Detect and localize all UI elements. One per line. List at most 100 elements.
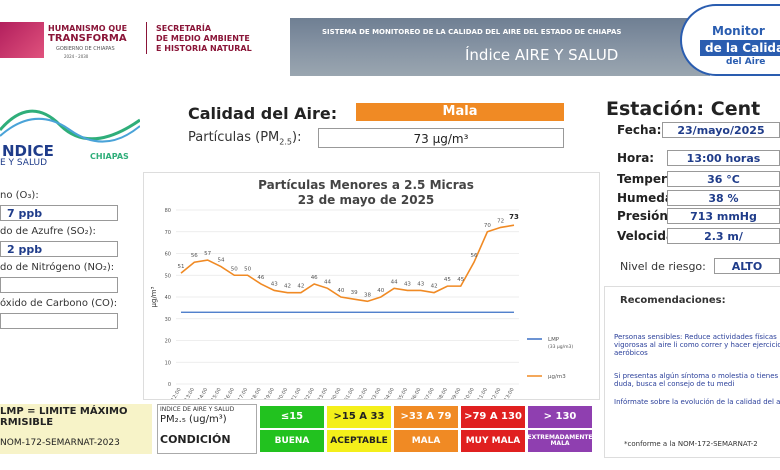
header-banner [290,18,710,76]
data-label: 43 [271,281,278,287]
chart-panel: Partículas Menores a 2.5 Micras 23 de may… [143,172,600,402]
gov-text: TRANSFORMA [48,33,127,44]
gov-text: 2024 - 2030 [64,54,89,59]
pollutant-value: 2 ppb [0,241,118,257]
data-label: 43 [417,281,424,287]
secretaria-line: SECRETARÍA [156,24,212,33]
x-tick-label: 09:00 [450,387,462,399]
data-label: 39 [351,290,358,296]
pollutant-label: no (O₃): [0,190,39,201]
level-name: ACEPTABLE [327,430,391,452]
data-label: 56 [191,253,198,259]
logo-text: Monitor [712,24,765,38]
x-tick-label: 10:00 [463,387,475,399]
rec-title: Recomendaciones: [620,295,726,306]
pollutant-value [0,313,118,329]
gov-text: HUMANISMO QUE [48,24,128,33]
data-label: 40 [377,288,384,294]
data-label: 46 [311,275,318,281]
y-tick-label: 70 [165,230,171,236]
logo-text: NDICE [2,142,54,160]
rec-text: Personas sensibles: Reduce actividades f… [614,333,780,357]
level-range: > 130 [528,406,592,428]
index-unit: PM₂.₅ (ug/m³) [160,414,227,425]
x-tick-label: 21:00 [290,387,302,399]
x-tick-label: 12:00 [170,387,182,399]
pollutant-label: do de Nitrógeno (NO₂): [0,262,115,273]
x-tick-label: 14:00 [197,387,209,399]
level-name: MALA [394,430,458,452]
data-label: 50 [244,266,251,272]
y-tick-label: 30 [165,317,171,323]
risk-label: Nivel de riesgo: [620,260,706,273]
x-tick-label: 05:00 [397,387,409,399]
lmp-box [0,404,152,454]
x-tick-label: 02:00 [357,387,369,399]
x-tick-label: 18:00 [250,387,262,399]
lmp-norm: NOM-172-SEMARNAT-2023 [0,438,120,448]
divider [146,22,147,54]
data-label: 57 [204,251,211,257]
data-label: 42 [297,284,304,290]
air-value: Mala [356,103,564,121]
x-tick-label: 00:00 [330,387,342,399]
x-tick-label: 16:00 [224,387,236,399]
gov-icon [0,22,44,58]
pm-value: 73 µg/m³ [318,128,564,148]
data-label: 50 [231,266,238,272]
level-range: >79 A 130 [461,406,525,428]
station-value: 38 % [667,190,780,206]
logo-text: E Y SALUD [0,158,48,168]
secretaria-line: E HISTORIA NATURAL [156,44,252,53]
lmp-text: LMP = LIMITE MÁXIMO RMISIBLE [0,406,127,428]
level-name: BUENA [260,430,324,452]
level-range: >33 A 79 [394,406,458,428]
y-tick-label: 60 [165,252,171,258]
station-value: 23/mayo/2025 [662,122,780,138]
x-tick-label: 04:00 [383,387,395,399]
station-label: Hora: [617,151,655,165]
lmp-line: RMISIBLE [0,417,54,428]
pollutant-label: óxido de Carbono (CO): [0,298,118,309]
level-range: ≤15 [260,406,324,428]
x-tick-label: 01:00 [343,387,355,399]
data-label: 44 [391,279,398,285]
index-logo: NDICE E Y SALUD CHIAPAS [0,100,141,168]
x-tick-label: 22:00 [304,387,316,399]
condition: CONDICIÓN [160,433,231,446]
pm-sub: 2.5 [279,137,293,147]
x-tick-label: 12:00 [490,387,502,399]
index-title: Índice AIRE Y SALUD [465,46,619,64]
rec-panel [604,286,780,458]
y-tick-label: 20 [165,339,171,345]
data-label: 46 [257,275,264,281]
y-tick-label: 50 [165,273,171,279]
y-tick-label: 10 [165,360,171,366]
y-tick-label: 40 [165,295,171,301]
y-tick-label: 0 [168,382,171,388]
index-head-box [157,404,257,454]
logo-waves [0,109,141,143]
y-axis-label: µg/m³ [150,286,158,307]
data-label: 43 [404,281,411,287]
data-label: 70 [484,223,491,229]
x-tick-label: 17:00 [237,387,249,399]
series-line [180,224,515,303]
x-tick-label: 08:00 [437,387,449,399]
header: HUMANISMO QUE TRANSFORMA GOBIERNO DE CHI… [0,0,780,88]
pollutant-value [0,277,118,293]
data-label: 38 [364,292,371,298]
legend-label: LMP [548,337,560,343]
data-label: 51 [178,264,185,270]
pm-text: Partículas (PM [188,130,280,145]
data-label: 40 [337,288,344,294]
data-label: 45 [444,277,451,283]
index-head: INDICE DE AIRE Y SALUD [160,406,235,413]
logo-text: del Aire [726,57,766,67]
pm-text: ): [292,130,302,145]
lmp-line: LMP = LIMITE MÁXIMO [0,406,128,417]
gov-text: GOBIERNO DE CHIAPAS [56,46,115,52]
x-tick-label: 03:00 [370,387,382,399]
